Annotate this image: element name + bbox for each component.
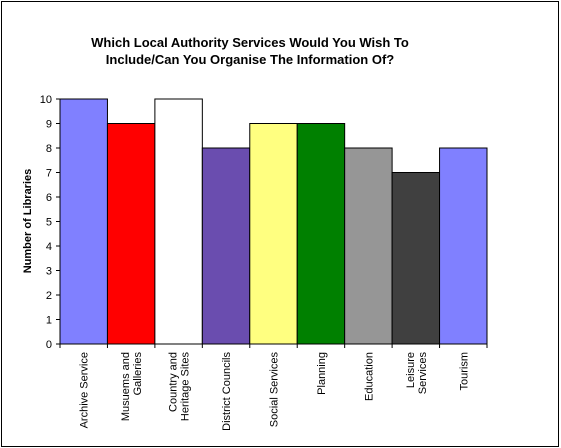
y-tick-label-8: 8 xyxy=(46,143,52,155)
y-tick-label-3: 3 xyxy=(46,266,52,278)
plot-area: 0 1 2 3 4 5 6 7 8 9 10 Archive Service Musuems and Ga… xyxy=(40,94,488,431)
y-tick-label-7: 7 xyxy=(46,168,52,180)
y-tick-label-9: 9 xyxy=(46,119,52,131)
bar-8 xyxy=(391,172,441,345)
y-tick-label-5: 5 xyxy=(46,217,52,229)
x-category-label-2-line-2: Galleries xyxy=(132,352,144,396)
x-category-label-8-line-2: Services xyxy=(417,352,429,395)
x-category-label-3-line-1: Country and xyxy=(168,352,180,412)
x-category-label-4: District Councils xyxy=(221,352,233,431)
bar-4 xyxy=(201,147,251,345)
x-category-label-1: Archive Service xyxy=(79,352,91,428)
x-category-label-3-line-2: Heritage Sites xyxy=(180,352,192,422)
y-tick-label-0: 0 xyxy=(46,339,52,351)
y-tick-label-2: 2 xyxy=(46,290,52,302)
x-category-label-9: Tourism xyxy=(458,352,470,391)
y-tick-label-10: 10 xyxy=(40,94,52,106)
bar-5 xyxy=(249,123,298,345)
bar-2 xyxy=(106,123,156,345)
bar-1 xyxy=(59,98,108,345)
chart-title-line-2: Include/Can You Organise The Information… xyxy=(106,52,394,67)
x-category-label-5: Social Services xyxy=(269,352,281,428)
y-axis-label: Number of Libraries xyxy=(22,169,34,274)
x-category-label-6: Planning xyxy=(316,352,328,395)
bar-7 xyxy=(344,147,393,345)
x-category-label-8-line-1: Leisure xyxy=(405,352,417,388)
y-tick-label-4: 4 xyxy=(46,241,52,253)
bar-9 xyxy=(439,147,488,345)
x-category-label-7: Education xyxy=(363,352,375,401)
chart-title-line-1: Which Local Authority Services Would You… xyxy=(91,35,409,50)
x-category-label-2-line-1: Musuems and xyxy=(120,352,132,421)
y-tick-label-1: 1 xyxy=(46,315,52,327)
y-tick-label-6: 6 xyxy=(46,192,52,204)
bar-6 xyxy=(296,123,346,345)
bar-3 xyxy=(154,98,203,345)
